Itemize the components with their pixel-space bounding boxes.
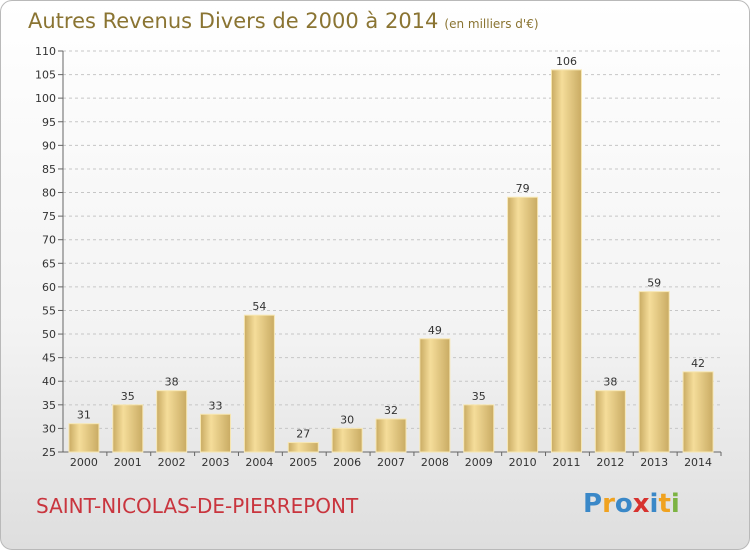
value-label-2000: 31	[77, 409, 91, 422]
chart-subtitle: (en milliers d'€)	[444, 17, 539, 31]
value-label-2009: 35	[472, 390, 486, 403]
bar-2002	[156, 390, 188, 453]
value-label-2005: 27	[296, 428, 310, 441]
labels: 25 30 35 40 45 50 55 60 65 70 75 80 85 90 95 100 105 110 3…	[35, 45, 712, 469]
y-tick-label: 100	[35, 92, 56, 105]
x-tick-label-2004: 2004	[245, 456, 273, 469]
chart-title-main: Autres Revenus Divers de 2000 à 2014	[28, 9, 439, 33]
bar-2010	[507, 196, 539, 453]
y-tick-label: 75	[42, 210, 56, 223]
bar-2012	[594, 390, 626, 453]
bar-2005	[287, 442, 319, 453]
value-label-2012: 38	[603, 376, 617, 389]
x-tick-label-2013: 2013	[640, 456, 668, 469]
x-tick-label-2002: 2002	[158, 456, 186, 469]
logo-letter: x	[632, 489, 650, 519]
bar-2003	[200, 413, 232, 453]
value-label-2010: 79	[516, 182, 530, 195]
bar-2001	[112, 404, 144, 453]
value-label-2002: 38	[165, 376, 179, 389]
value-label-2014: 42	[691, 357, 705, 370]
value-label-2013: 59	[647, 277, 661, 290]
logo-letter: r	[602, 489, 615, 519]
y-tick-label: 55	[42, 304, 56, 317]
y-tick-label: 30	[42, 422, 56, 435]
y-tick-label: 40	[42, 375, 56, 388]
value-label-2011: 106	[556, 55, 577, 68]
y-tick-label: 85	[42, 163, 56, 176]
value-label-2001: 35	[121, 390, 135, 403]
value-label-2003: 33	[209, 399, 223, 412]
bar-2004	[243, 314, 275, 453]
bar-2011	[550, 69, 582, 453]
bar-2008	[419, 338, 451, 453]
bar-2007	[375, 418, 407, 453]
logo-letter: i	[649, 489, 659, 519]
commune-name: SAINT-NICOLAS-DE-PIERREPONT	[36, 494, 359, 518]
x-tick-label-2001: 2001	[114, 456, 142, 469]
y-tick-label: 80	[42, 187, 56, 200]
value-label-2007: 32	[384, 404, 398, 417]
bar-2013	[638, 291, 670, 453]
proxiti-logo: Proxiti	[583, 489, 680, 519]
x-tick-label-2014: 2014	[684, 456, 712, 469]
bar-2006	[331, 427, 363, 453]
logo-letter: o	[614, 489, 633, 519]
y-tick-label: 90	[42, 139, 56, 152]
x-tick-label-2007: 2007	[377, 456, 405, 469]
y-tick-label: 105	[35, 69, 56, 82]
logo-letter: i	[670, 489, 680, 519]
chart-title: Autres Revenus Divers de 2000 à 2014 (en …	[28, 9, 539, 33]
x-tick-label-2005: 2005	[289, 456, 317, 469]
y-tick-label: 35	[42, 399, 56, 412]
logo-letter: P	[583, 489, 603, 519]
x-tick-label-2010: 2010	[509, 456, 537, 469]
x-tick-label-2012: 2012	[596, 456, 624, 469]
bar-2014	[682, 371, 714, 453]
x-tick-label-2008: 2008	[421, 456, 449, 469]
y-tick-label: 60	[42, 281, 56, 294]
y-tick-label: 70	[42, 234, 56, 247]
y-tick-label: 110	[35, 45, 56, 58]
y-tick-label: 65	[42, 257, 56, 270]
y-tick-label: 25	[42, 446, 56, 459]
x-tick-label-2003: 2003	[202, 456, 230, 469]
bar-2000	[68, 423, 100, 453]
bars	[68, 69, 714, 453]
bar-2009	[463, 404, 495, 453]
x-tick-label-2011: 2011	[552, 456, 580, 469]
value-label-2006: 30	[340, 413, 354, 426]
value-label-2004: 54	[252, 300, 266, 313]
value-label-2008: 49	[428, 324, 442, 337]
logo-letter: t	[658, 489, 671, 519]
y-tick-label: 50	[42, 328, 56, 341]
y-tick-label: 45	[42, 352, 56, 365]
x-tick-label-2000: 2000	[70, 456, 98, 469]
y-tick-label: 95	[42, 116, 56, 129]
x-tick-label-2006: 2006	[333, 456, 361, 469]
x-tick-label-2009: 2009	[465, 456, 493, 469]
